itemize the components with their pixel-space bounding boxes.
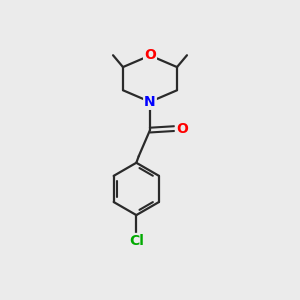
Text: N: N <box>144 95 156 109</box>
Text: Cl: Cl <box>129 234 144 248</box>
Text: O: O <box>144 49 156 62</box>
Text: O: O <box>176 122 188 136</box>
